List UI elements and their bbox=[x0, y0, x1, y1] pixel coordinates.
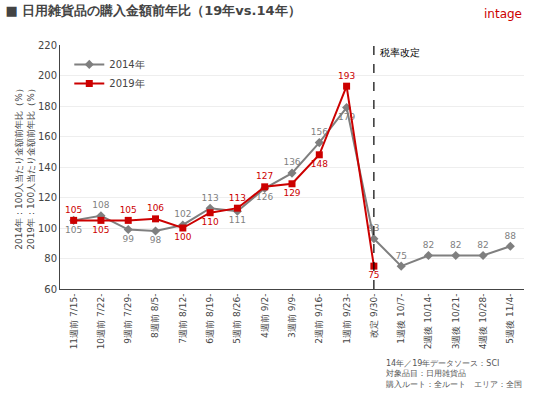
svg-text:14年／19年データソース：SCI対象品目：日用雑貨品購入ル: 14年／19年データソース：SCI対象品目：日用雑貨品購入ルート：全ルート エリ… bbox=[386, 359, 522, 389]
svg-text:9週前 7/29-: 9週前 7/29- bbox=[123, 294, 133, 344]
svg-text:82: 82 bbox=[423, 240, 434, 250]
svg-text:160: 160 bbox=[38, 131, 57, 142]
svg-text:106: 106 bbox=[147, 203, 164, 213]
svg-text:100: 100 bbox=[174, 232, 191, 242]
svg-text:6週前 8/19-: 6週前 8/19- bbox=[205, 294, 215, 344]
svg-text:3週後 10/21-: 3週後 10/21- bbox=[451, 294, 461, 350]
svg-text:105: 105 bbox=[65, 205, 82, 215]
svg-text:4週後 10/28-: 4週後 10/28- bbox=[478, 294, 488, 350]
svg-text:8週前 8/5-: 8週前 8/5- bbox=[150, 294, 160, 338]
svg-text:82: 82 bbox=[477, 240, 488, 250]
svg-text:60: 60 bbox=[44, 284, 57, 295]
svg-text:■ 日用雑貨品の購入金額前年比（19年vs.14年）: ■ 日用雑貨品の購入金額前年比（19年vs.14年） bbox=[5, 3, 300, 18]
svg-text:140: 140 bbox=[38, 162, 57, 173]
svg-text:105: 105 bbox=[92, 225, 109, 235]
svg-text:3週前 9/9-: 3週前 9/9- bbox=[287, 294, 297, 338]
svg-text:11週前 7/15-: 11週前 7/15- bbox=[69, 294, 79, 350]
svg-text:75: 75 bbox=[368, 270, 379, 280]
svg-text:111: 111 bbox=[229, 215, 246, 225]
svg-text:110: 110 bbox=[202, 217, 219, 227]
svg-text:75: 75 bbox=[395, 251, 406, 261]
svg-text:93: 93 bbox=[368, 223, 379, 233]
svg-text:136: 136 bbox=[283, 157, 300, 167]
svg-text:82: 82 bbox=[450, 240, 461, 250]
svg-text:148: 148 bbox=[311, 159, 328, 169]
svg-text:5週前 8/26-: 5週前 8/26- bbox=[232, 294, 242, 344]
svg-text:200: 200 bbox=[38, 70, 57, 81]
svg-text:129: 129 bbox=[283, 188, 300, 198]
svg-text:120: 120 bbox=[38, 192, 57, 203]
svg-text:220: 220 bbox=[38, 40, 57, 51]
svg-text:108: 108 bbox=[92, 200, 109, 210]
svg-text:税率改定: 税率改定 bbox=[380, 47, 420, 58]
svg-text:102: 102 bbox=[174, 209, 191, 219]
svg-text:10週前 7/22-: 10週前 7/22- bbox=[96, 294, 106, 350]
svg-text:改定 9/30-: 改定 9/30- bbox=[369, 294, 379, 338]
svg-text:179: 179 bbox=[338, 112, 355, 122]
svg-text:100: 100 bbox=[38, 223, 57, 234]
svg-text:2014年：100人当たり金額前年比（%）2019年：100: 2014年：100人当たり金額前年比（%）2019年：100人当たり金額前年比（… bbox=[14, 84, 36, 250]
svg-text:113: 113 bbox=[229, 193, 246, 203]
svg-text:2週前 9/16-: 2週前 9/16- bbox=[314, 294, 324, 344]
svg-text:intage: intage bbox=[484, 7, 522, 21]
svg-text:156: 156 bbox=[311, 127, 328, 137]
svg-text:1週前 9/23-: 1週前 9/23- bbox=[342, 294, 352, 344]
svg-text:180: 180 bbox=[38, 101, 57, 112]
svg-text:105: 105 bbox=[120, 205, 137, 215]
svg-text:1週後 10/7-: 1週後 10/7- bbox=[396, 294, 406, 344]
svg-text:2019年: 2019年 bbox=[109, 78, 144, 89]
svg-text:2014年: 2014年 bbox=[109, 59, 144, 70]
svg-text:98: 98 bbox=[150, 235, 162, 245]
svg-text:127: 127 bbox=[256, 171, 273, 181]
svg-text:126: 126 bbox=[256, 192, 273, 202]
svg-text:4週前 9/2-: 4週前 9/2- bbox=[260, 294, 270, 338]
svg-text:105: 105 bbox=[65, 225, 82, 235]
svg-text:80: 80 bbox=[44, 253, 57, 264]
svg-text:113: 113 bbox=[202, 193, 219, 203]
svg-text:193: 193 bbox=[338, 71, 355, 81]
svg-text:88: 88 bbox=[505, 231, 517, 241]
svg-text:2週後 10/14-: 2週後 10/14- bbox=[423, 294, 433, 350]
svg-text:99: 99 bbox=[123, 234, 135, 244]
svg-text:5週後 11/4-: 5週後 11/4- bbox=[505, 294, 515, 344]
svg-text:7週前 8/12-: 7週前 8/12- bbox=[178, 294, 188, 344]
